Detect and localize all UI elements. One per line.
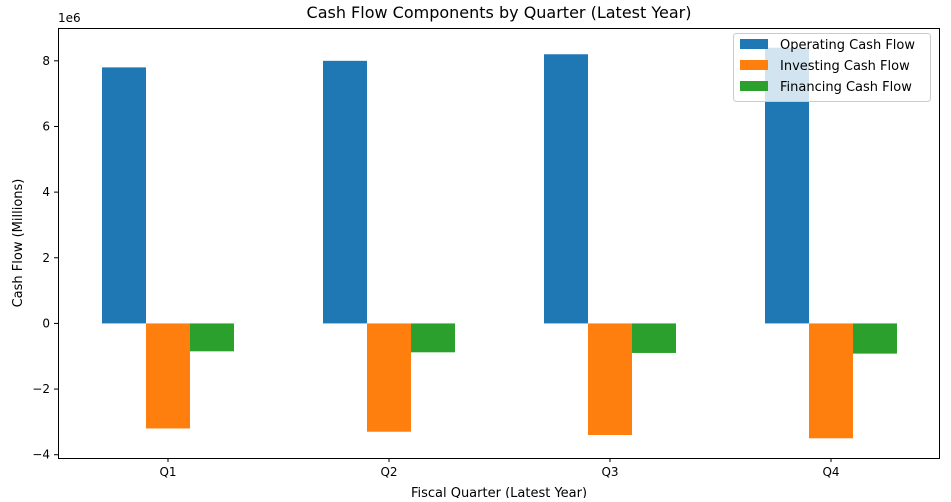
y-tick-label: 6	[42, 119, 50, 133]
bar-financing-cash-flow-q3	[632, 323, 676, 353]
y-axis-label: Cash Flow (Millions)	[11, 179, 26, 308]
y-tick-label: −4	[32, 448, 50, 462]
bars-layer	[102, 47, 897, 439]
bar-investing-cash-flow-q3	[588, 323, 632, 436]
x-axis: Q1 Q2 Q3 Q4	[159, 458, 840, 479]
y-tick-label: 0	[42, 316, 50, 330]
bar-operating-cash-flow-q2	[323, 60, 367, 324]
legend-swatch-financing-cash-flow	[740, 81, 768, 91]
bar-financing-cash-flow-q2	[411, 323, 455, 353]
x-tick-label: Q2	[380, 465, 397, 479]
y-axis: −4 −2 0 2 4 6 8	[32, 54, 58, 462]
x-tick-label: Q4	[822, 465, 839, 479]
chart-title: Cash Flow Components by Quarter (Latest …	[307, 3, 692, 22]
legend-label-investing-cash-flow: Investing Cash Flow	[780, 59, 910, 74]
y-tick-label: −2	[32, 382, 50, 396]
y-tick-label: 8	[42, 54, 50, 68]
legend-box	[733, 33, 931, 102]
legend-swatch-investing-cash-flow	[740, 60, 768, 70]
x-tick-label: Q3	[601, 465, 618, 479]
bar-investing-cash-flow-q4	[809, 323, 853, 439]
bar-financing-cash-flow-q4	[853, 323, 897, 354]
plot-frame	[58, 28, 940, 459]
x-tick-label: Q1	[159, 465, 176, 479]
x-axis-label: Fiscal Quarter (Latest Year)	[411, 486, 587, 498]
y-tick-label: 2	[42, 251, 50, 265]
y-tick-label: 4	[42, 185, 50, 199]
bar-operating-cash-flow-q1	[102, 67, 146, 324]
legend-swatch-operating-cash-flow	[740, 39, 768, 49]
bar-financing-cash-flow-q1	[190, 323, 234, 352]
y-axis-offset-text: 1e6	[58, 11, 81, 25]
legend-items: Operating Cash Flow Investing Cash Flow Fi…	[740, 38, 915, 95]
bar-investing-cash-flow-q1	[146, 323, 190, 429]
legend-label-financing-cash-flow: Financing Cash Flow	[780, 80, 912, 95]
bar-operating-cash-flow-q3	[544, 54, 588, 324]
bar-investing-cash-flow-q2	[367, 323, 411, 432]
legend: Operating Cash Flow Investing Cash Flow Fi…	[733, 33, 931, 102]
legend-label-operating-cash-flow: Operating Cash Flow	[780, 38, 915, 53]
